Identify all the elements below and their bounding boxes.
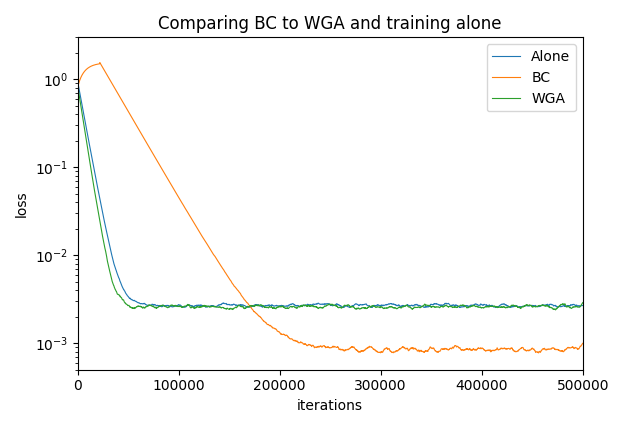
BC — [306, 342, 314, 348]
WGA — [306, 303, 314, 309]
BC — [565, 345, 572, 350]
Alone — [74, 78, 81, 83]
WGA — [100, 238, 107, 243]
WGA — [74, 83, 81, 88]
Legend: Alone, BC, WGA: Alone, BC, WGA — [487, 44, 576, 111]
WGA — [552, 307, 559, 312]
WGA — [564, 304, 572, 309]
Line: WGA: WGA — [77, 85, 583, 310]
Alone — [319, 302, 327, 307]
BC — [579, 341, 587, 346]
Alone — [100, 214, 107, 219]
WGA — [472, 303, 479, 309]
Alone — [339, 305, 346, 310]
WGA — [565, 303, 572, 309]
X-axis label: iterations: iterations — [297, 399, 363, 413]
BC — [74, 85, 81, 90]
WGA — [579, 300, 587, 305]
Alone — [565, 303, 572, 308]
Title: Comparing BC to WGA and training alone: Comparing BC to WGA and training alone — [158, 15, 502, 33]
BC — [535, 350, 542, 355]
Alone — [579, 303, 587, 308]
Y-axis label: loss: loss — [15, 190, 29, 217]
BC — [319, 343, 327, 348]
Alone — [564, 303, 572, 309]
BC — [96, 60, 104, 65]
BC — [472, 347, 479, 352]
WGA — [319, 305, 327, 310]
Line: BC: BC — [77, 62, 583, 353]
Alone — [306, 302, 314, 307]
Alone — [472, 301, 479, 306]
BC — [100, 66, 107, 71]
Line: Alone: Alone — [77, 81, 583, 308]
BC — [565, 345, 572, 351]
